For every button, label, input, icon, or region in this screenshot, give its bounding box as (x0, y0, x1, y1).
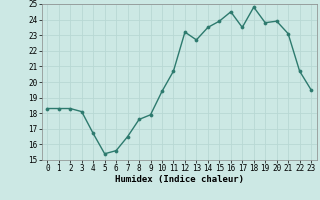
X-axis label: Humidex (Indice chaleur): Humidex (Indice chaleur) (115, 175, 244, 184)
